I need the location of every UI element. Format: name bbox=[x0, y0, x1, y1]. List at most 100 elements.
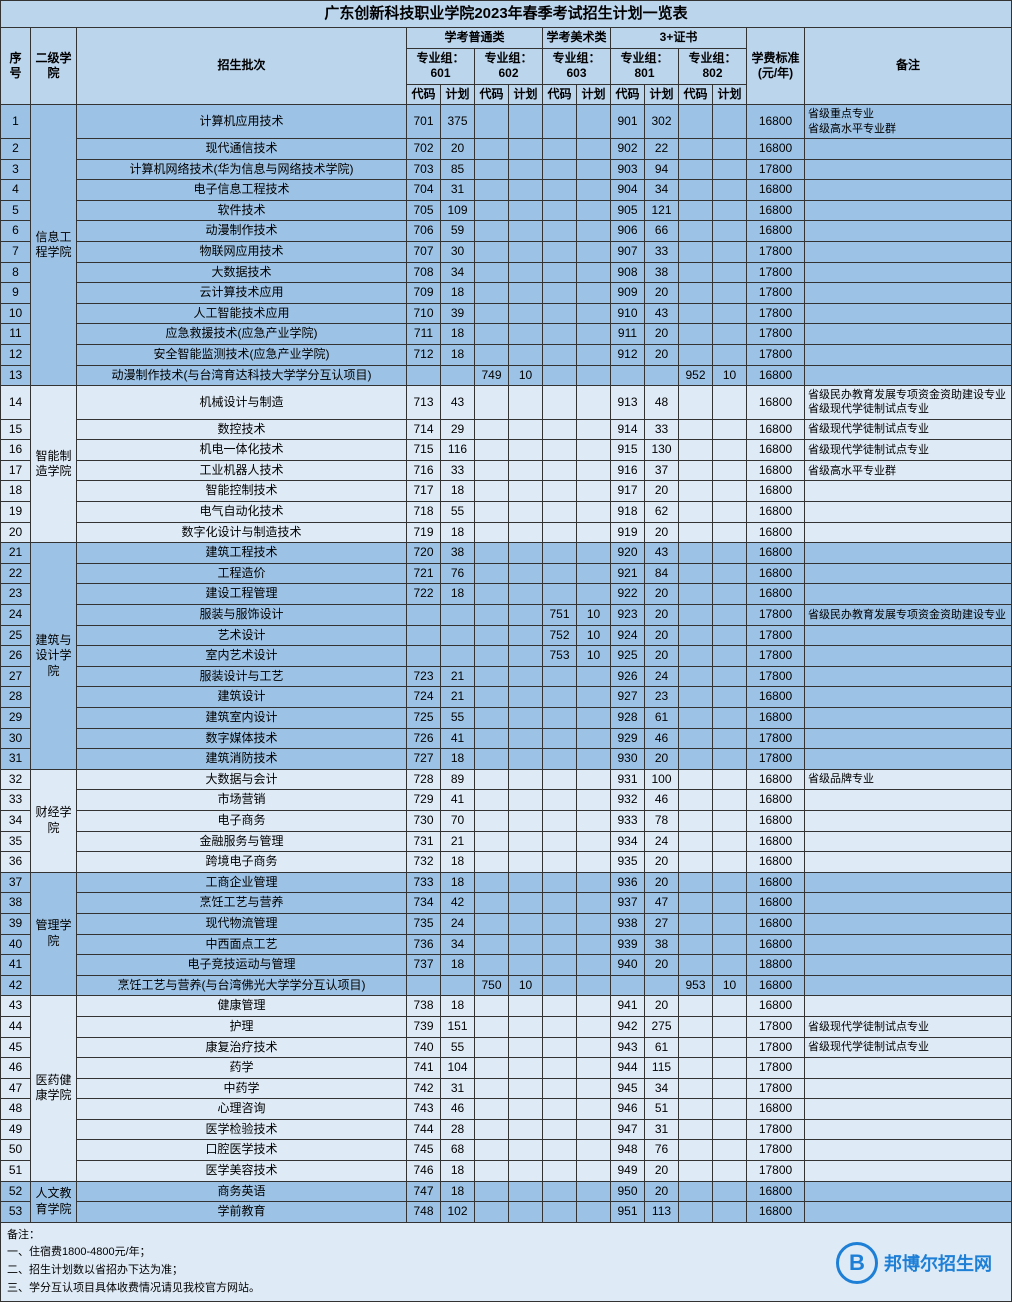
major-cell: 大数据与会计 bbox=[77, 769, 407, 790]
p603: 10 bbox=[577, 625, 611, 646]
hdr-code: 代码 bbox=[543, 84, 577, 105]
fee-cell: 17800 bbox=[747, 1161, 805, 1182]
c603 bbox=[543, 440, 577, 461]
c802 bbox=[679, 303, 713, 324]
table-row: 40中西面点工艺736349393816800 bbox=[1, 934, 1012, 955]
p603 bbox=[577, 852, 611, 873]
p603 bbox=[577, 831, 611, 852]
p802 bbox=[713, 419, 747, 440]
seq-cell: 21 bbox=[1, 543, 31, 564]
c801: 920 bbox=[611, 543, 645, 564]
p603 bbox=[577, 502, 611, 523]
c602 bbox=[475, 790, 509, 811]
p602 bbox=[509, 955, 543, 976]
table-row: 27服装设计与工艺723219262417800 bbox=[1, 666, 1012, 687]
p601: 46 bbox=[441, 1099, 475, 1120]
c601: 716 bbox=[407, 460, 441, 481]
p602 bbox=[509, 605, 543, 626]
c802 bbox=[679, 666, 713, 687]
p602 bbox=[509, 1099, 543, 1120]
college-cell: 管理学院 bbox=[31, 872, 77, 996]
remark-cell bbox=[805, 934, 1012, 955]
c603 bbox=[543, 105, 577, 139]
college-cell: 信息工程学院 bbox=[31, 105, 77, 386]
p802 bbox=[713, 872, 747, 893]
p802 bbox=[713, 625, 747, 646]
remark-cell bbox=[805, 584, 1012, 605]
p801: 302 bbox=[645, 105, 679, 139]
college-cell: 建筑与设计学院 bbox=[31, 543, 77, 770]
c802 bbox=[679, 893, 713, 914]
p603 bbox=[577, 913, 611, 934]
table-row: 31建筑消防技术727189302017800 bbox=[1, 749, 1012, 770]
p603 bbox=[577, 769, 611, 790]
major-cell: 电气自动化技术 bbox=[77, 502, 407, 523]
c601: 735 bbox=[407, 913, 441, 934]
major-cell: 金融服务与管理 bbox=[77, 831, 407, 852]
major-cell: 数字化设计与制造技术 bbox=[77, 522, 407, 543]
table-row: 32财经学院大数据与会计7288993110016800省级品牌专业 bbox=[1, 769, 1012, 790]
p601: 116 bbox=[441, 440, 475, 461]
c603 bbox=[543, 584, 577, 605]
p603 bbox=[577, 365, 611, 386]
table-row: 26室内艺术设计753109252017800 bbox=[1, 646, 1012, 667]
remark-cell: 省级高水平专业群 bbox=[805, 460, 1012, 481]
c801: 946 bbox=[611, 1099, 645, 1120]
c602 bbox=[475, 386, 509, 420]
p601: 102 bbox=[441, 1202, 475, 1223]
major-cell: 电子竞技运动与管理 bbox=[77, 955, 407, 976]
p802 bbox=[713, 303, 747, 324]
p801: 46 bbox=[645, 790, 679, 811]
c602 bbox=[475, 481, 509, 502]
p802 bbox=[713, 1058, 747, 1079]
hdr-seq: 序号 bbox=[1, 28, 31, 105]
c801: 947 bbox=[611, 1119, 645, 1140]
table-row: 38烹饪工艺与营养734429374716800 bbox=[1, 893, 1012, 914]
c802 bbox=[679, 221, 713, 242]
notes-l3: 三、学分互认项目具体收费情况请见我校官方网站。 bbox=[7, 1282, 260, 1294]
remark-cell bbox=[805, 365, 1012, 386]
p802 bbox=[713, 543, 747, 564]
fee-cell: 16800 bbox=[747, 460, 805, 481]
p601: 18 bbox=[441, 749, 475, 770]
c602 bbox=[475, 1202, 509, 1223]
fee-cell: 18800 bbox=[747, 955, 805, 976]
fee-cell: 17800 bbox=[747, 1140, 805, 1161]
p802 bbox=[713, 522, 747, 543]
p602: 10 bbox=[509, 365, 543, 386]
fee-cell: 16800 bbox=[747, 419, 805, 440]
c601: 738 bbox=[407, 996, 441, 1017]
p602 bbox=[509, 872, 543, 893]
college-cell: 智能制造学院 bbox=[31, 386, 77, 543]
major-cell: 艺术设计 bbox=[77, 625, 407, 646]
p601 bbox=[441, 605, 475, 626]
table-row: 1信息工程学院计算机应用技术70137590130216800省级重点专业省级高… bbox=[1, 105, 1012, 139]
p603: 10 bbox=[577, 605, 611, 626]
fee-cell: 16800 bbox=[747, 810, 805, 831]
c603 bbox=[543, 708, 577, 729]
p602 bbox=[509, 790, 543, 811]
p603 bbox=[577, 584, 611, 605]
remark-cell: 省级品牌专业 bbox=[805, 769, 1012, 790]
fee-cell: 16800 bbox=[747, 584, 805, 605]
hdr-normal: 学考普通类 bbox=[407, 28, 543, 49]
p802 bbox=[713, 1078, 747, 1099]
c603 bbox=[543, 666, 577, 687]
major-cell: 建设工程管理 bbox=[77, 584, 407, 605]
table-row: 41电子竞技运动与管理737189402018800 bbox=[1, 955, 1012, 976]
p801: 33 bbox=[645, 419, 679, 440]
major-cell: 应急救援技术(应急产业学院) bbox=[77, 324, 407, 345]
p601: 18 bbox=[441, 481, 475, 502]
p802 bbox=[713, 666, 747, 687]
fee-cell: 17800 bbox=[747, 749, 805, 770]
p602: 10 bbox=[509, 975, 543, 996]
p603 bbox=[577, 303, 611, 324]
p802 bbox=[713, 769, 747, 790]
c801: 925 bbox=[611, 646, 645, 667]
c801: 943 bbox=[611, 1037, 645, 1058]
logo-text: 邦博尔招生网 bbox=[884, 1250, 992, 1276]
seq-cell: 22 bbox=[1, 563, 31, 584]
seq-cell: 12 bbox=[1, 344, 31, 365]
remark-cell bbox=[805, 728, 1012, 749]
remark-cell bbox=[805, 852, 1012, 873]
